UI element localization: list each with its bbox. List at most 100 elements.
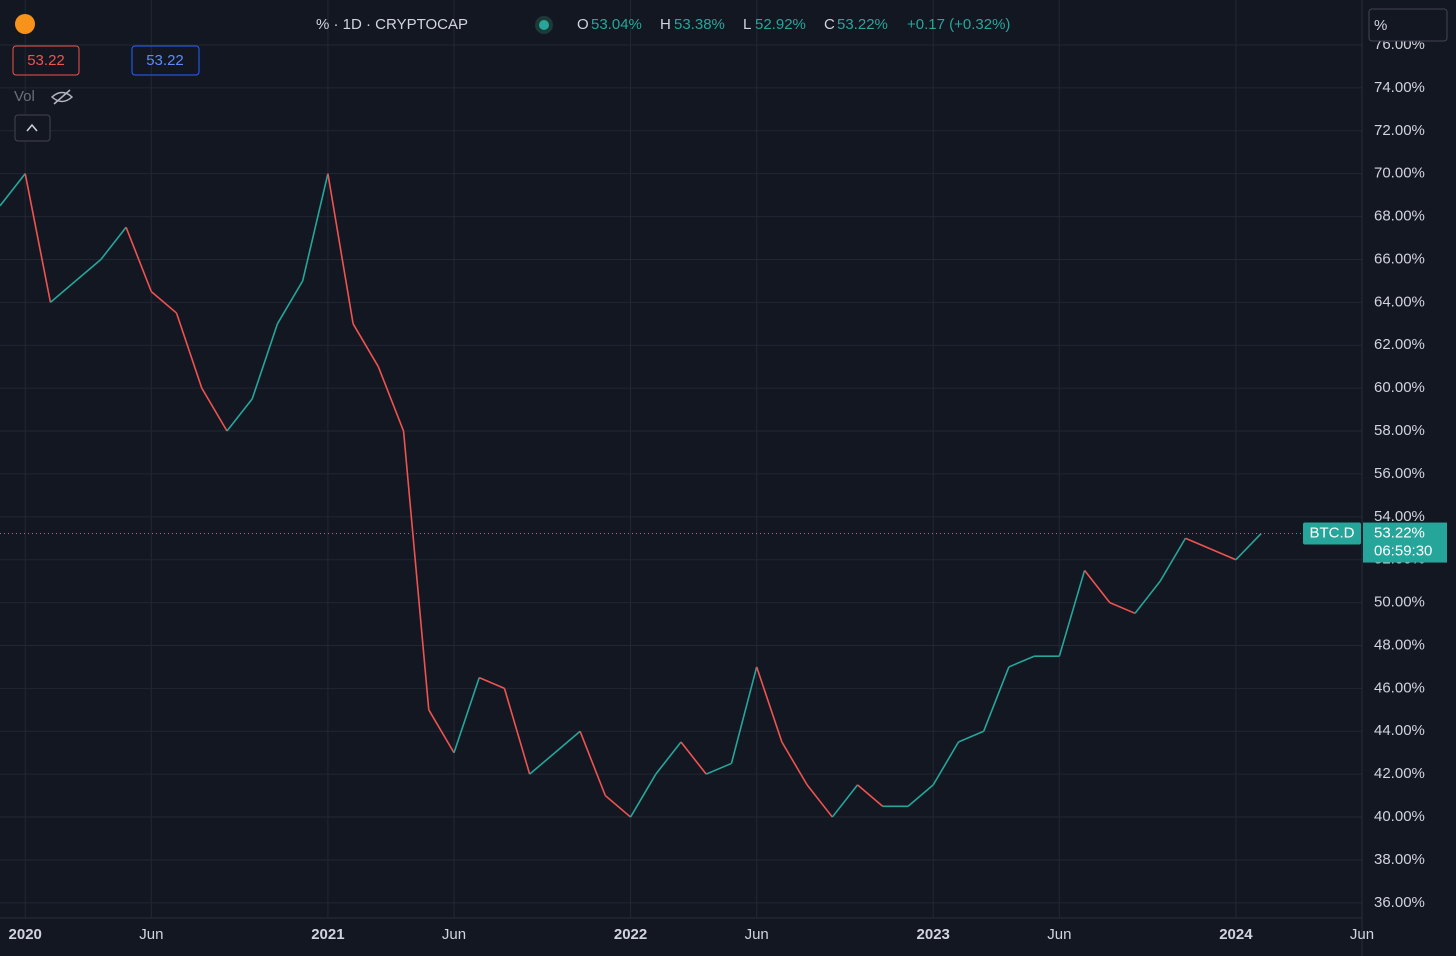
- price-segment: [428, 709, 455, 754]
- price-segment: [604, 795, 632, 818]
- price-segment: [1058, 570, 1086, 657]
- y-tick-label: 48.00%: [1374, 636, 1425, 653]
- price-segment: [251, 323, 279, 400]
- price-segment: [1083, 569, 1111, 604]
- y-tick-label: 46.00%: [1374, 679, 1425, 696]
- price-segment: [629, 773, 657, 818]
- price-segment: [0, 173, 26, 207]
- buy-button[interactable]: [131, 45, 200, 76]
- y-tick-label: 68.00%: [1374, 208, 1425, 225]
- y-tick-label: 42.00%: [1374, 765, 1425, 782]
- price-segment: [1235, 532, 1262, 561]
- countdown: 06:59:30: [1374, 543, 1432, 560]
- symbol: % · 1D · CRYPTOCAP: [316, 16, 468, 33]
- y-tick-label: 54.00%: [1374, 508, 1425, 525]
- vol-label: Vol: [14, 88, 35, 105]
- price-segment: [377, 366, 405, 432]
- ohlc-value: 52.92%: [755, 16, 806, 33]
- price-segment: [1134, 580, 1161, 614]
- plot: [0, 173, 1362, 818]
- price-segment: [201, 387, 228, 432]
- y-tick-label: 62.00%: [1374, 336, 1425, 353]
- y-tick-label: 44.00%: [1374, 722, 1425, 739]
- sell-button[interactable]: [12, 45, 80, 76]
- symbol-tag: [1303, 522, 1361, 545]
- sell-price[interactable]: 53.22: [27, 52, 65, 69]
- price-segment: [478, 676, 505, 690]
- y-tick-label: 60.00%: [1374, 379, 1425, 396]
- x-tick-label: Jun: [1047, 926, 1071, 943]
- price-segment: [705, 762, 732, 775]
- ohlc-label: L: [743, 16, 751, 33]
- price-segment: [24, 173, 52, 303]
- y-tick-label: 38.00%: [1374, 851, 1425, 868]
- buy-price[interactable]: 53.22: [146, 52, 184, 69]
- status-dot: [539, 20, 549, 30]
- price-segment: [857, 784, 884, 807]
- y-tick-label: 72.00%: [1374, 122, 1425, 139]
- ohlc-label: O: [577, 16, 589, 33]
- price-segment: [806, 784, 833, 818]
- price-segment: [1008, 655, 1035, 668]
- price-segment: [831, 784, 859, 818]
- price-segment: [1210, 548, 1237, 561]
- price-segment: [982, 666, 1010, 732]
- hide-icon[interactable]: [50, 89, 74, 105]
- price-segment: [301, 173, 329, 282]
- x-tick-label: 2020: [9, 926, 42, 943]
- collapse-button[interactable]: [14, 114, 51, 142]
- ohlc-value: 53.38%: [674, 16, 725, 33]
- x-tick-label: 2021: [311, 926, 344, 943]
- price-segment: [730, 666, 758, 764]
- y-tick-label: 66.00%: [1374, 250, 1425, 267]
- price-segment: [503, 688, 531, 775]
- x-tick-label: 2024: [1219, 926, 1253, 943]
- price-segment: [75, 258, 102, 282]
- price-segment: [1109, 601, 1136, 615]
- price-segment: [907, 784, 934, 807]
- price-segment: [529, 752, 556, 775]
- ohlc-label: H: [660, 16, 671, 33]
- x-tick-label: 2022: [614, 926, 647, 943]
- price-segment: [932, 741, 960, 786]
- x-tick-label: Jun: [745, 926, 769, 943]
- y-tick-label: 56.00%: [1374, 465, 1425, 482]
- price-segment: [175, 312, 203, 389]
- price-segment: [276, 280, 304, 325]
- price-segment: [402, 430, 430, 710]
- scale-button[interactable]: [1368, 8, 1448, 42]
- symbol-tag-label: BTC.D: [1310, 525, 1355, 542]
- price-segment: [579, 730, 607, 796]
- price-segment: [958, 730, 984, 743]
- y-tick-label: 36.00%: [1374, 894, 1425, 911]
- coin-icon: [15, 14, 35, 34]
- price-segment: [352, 323, 380, 368]
- price-segment: [680, 741, 707, 775]
- y-tick-label: 64.00%: [1374, 293, 1425, 310]
- y-tick-label: 58.00%: [1374, 422, 1425, 439]
- y-tick-label: 40.00%: [1374, 808, 1425, 825]
- price-segment: [781, 741, 808, 786]
- price-axis: [1362, 0, 1456, 956]
- price-segment: [554, 730, 581, 754]
- price-segment: [226, 398, 253, 432]
- price-segment: [755, 666, 783, 743]
- collapse-icon: [26, 123, 38, 132]
- x-tick-label: Jun: [139, 926, 163, 943]
- ohlc-value: 53.22%: [837, 16, 888, 33]
- price-segment: [655, 741, 682, 775]
- x-tick-label: Jun: [442, 926, 466, 943]
- y-tick-label: 70.00%: [1374, 165, 1425, 182]
- ohlc-label: C: [824, 16, 835, 33]
- price-segment: [100, 226, 127, 260]
- axes: 36.00% 38.00% 40.00% 42.00% 44.00% 46.00% 48.0…: [9, 36, 1425, 943]
- scale-label[interactable]: %: [1374, 17, 1387, 34]
- price-segment: [327, 173, 354, 324]
- last-price-tag: [1363, 522, 1447, 563]
- change: +0.17 (+0.32%): [907, 16, 1010, 33]
- y-tick-label: 50.00%: [1374, 594, 1425, 611]
- price-segment: [1159, 537, 1187, 582]
